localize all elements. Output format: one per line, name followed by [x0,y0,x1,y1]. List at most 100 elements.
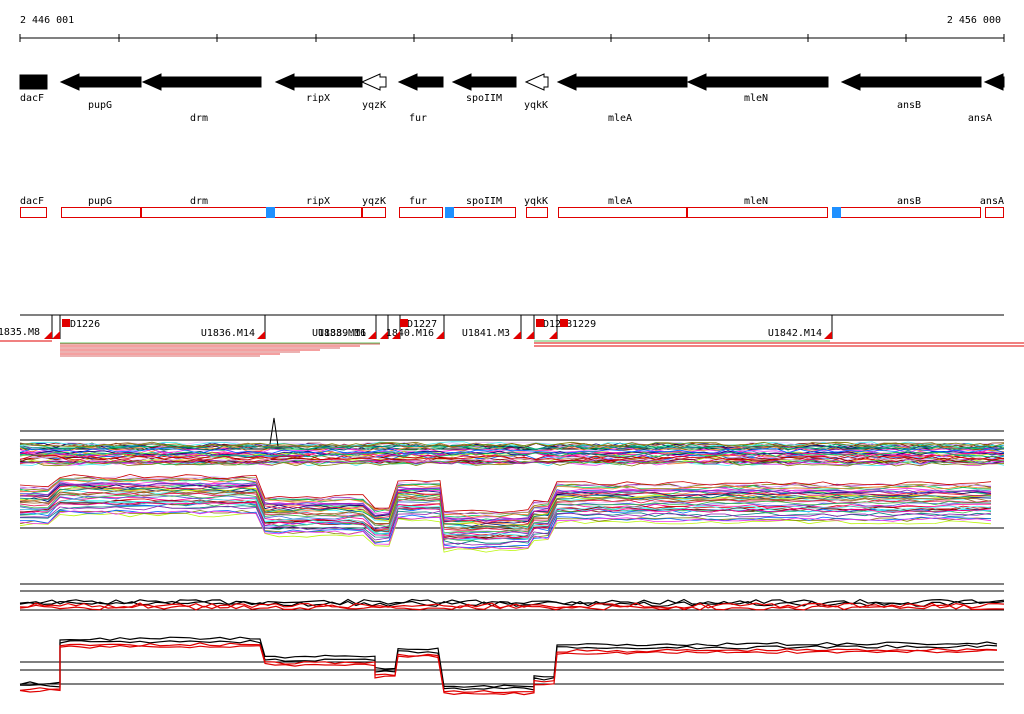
operon-label: ansA [980,196,1004,207]
segment-block [400,319,408,327]
segment-block [560,319,568,327]
segment-label: U1836.M14 [201,328,255,339]
operon-box [20,207,47,218]
gene-dacF[interactable]: dacF [19,74,48,104]
operon-box [840,207,981,218]
expression-line [19,448,1005,454]
segment-marker[interactable]: U1838.M16 [312,315,377,339]
segment-marker[interactable]: U1841.M3 [462,315,522,339]
gene-mleN[interactable]: mleN [686,73,829,104]
coordinate-start-label: 2 446 001 [20,15,74,26]
expression-line [19,501,992,540]
operon-mleA[interactable]: mleA [558,196,687,218]
gene-arrow [19,74,48,90]
gene-arrow [840,73,982,91]
operon-pupG[interactable]: pupG [61,196,141,218]
gene-drm[interactable]: drm [141,73,262,124]
gene-mleA[interactable]: mleA [556,73,688,124]
operon-yqkK[interactable]: yqkK [524,196,548,218]
coordinate-end-label: 2 456 000 [947,15,1001,26]
operon-label: yqkK [524,196,548,207]
expression-line [19,451,1005,458]
operon-ripX[interactable]: ripX [274,196,362,218]
gene-arrow [451,73,517,91]
segment-marker[interactable]: D12 [526,315,561,339]
segment-block [536,319,544,327]
segment-label: B1229 [566,319,596,330]
gene-label: spoIIM [466,93,502,104]
operon-label: mleN [744,196,768,207]
operon-ansB[interactable]: ansB [840,196,981,218]
operon-box [274,207,362,218]
segment-marker[interactable]: 1835.M8 [0,315,53,339]
operon-box [526,207,548,218]
segment-label: U1839.M1 [318,328,366,339]
operon-box [687,207,828,218]
segment-marker[interactable]: D1226 [52,315,100,339]
expression-lines [19,417,1005,553]
summary-line-upper [19,604,1005,611]
expression-line [19,505,992,546]
ruler-ticks [19,34,1005,42]
expression-line [19,492,992,532]
operon-mleN[interactable]: mleN [687,196,828,218]
expression-line [19,498,992,537]
expression-line [19,478,992,518]
expression-line [19,443,1005,450]
gene-spoIIM[interactable]: spoIIM [451,73,517,104]
segment-flag [513,331,521,339]
segment-flag [549,331,557,339]
operon-fur[interactable]: fur [399,196,443,218]
segment-flag [52,331,60,339]
segment-label: D1226 [70,319,100,330]
operon-dacF[interactable]: dacF [20,196,47,218]
operon-label: yqzK [362,196,386,207]
segment-label: U1841.M3 [462,328,510,339]
segment-label: U1842.M14 [768,328,822,339]
segment-label: 1840.M16 [386,328,434,339]
expression-line [19,451,1005,458]
gene-pupG[interactable]: pupG [59,73,142,111]
segment-marker[interactable]: 1840.M16 [386,315,445,339]
segment-marker[interactable]: U1839.M1 [318,315,389,339]
expression-line [19,441,1005,448]
gene-ripX[interactable]: ripX [274,73,363,104]
gene-yqkK[interactable]: yqkK [524,73,549,111]
operon-spoIIM[interactable]: spoIIM [453,196,516,218]
operon-box [558,207,687,218]
operon-drm[interactable]: drm [141,196,268,218]
gene-arrow [556,73,688,91]
promoter-marker [266,207,275,218]
gene-arrow [360,73,387,91]
operon-label: mleA [608,196,632,207]
segment-marker[interactable]: U1836.M14 [201,315,266,339]
operon-yqzK[interactable]: yqzK [362,196,386,218]
operon-ansA[interactable]: ansA [980,196,1004,218]
gene-label: pupG [88,100,112,111]
gene-ansA[interactable]: ansA [968,73,1005,124]
segment-marker[interactable]: U1842.M14 [768,315,833,339]
segment-flag [368,331,376,339]
gene-arrow [59,73,142,91]
expression-line [19,510,992,550]
operon-track: dacF pupG drm ripX yqzK fur spoIIM yqkK mleA mleN… [20,196,1004,218]
segment-marker[interactable]: B1229 [549,315,596,339]
expression-line [19,501,992,541]
segment-flag [526,331,534,339]
operon-label: ripX [306,196,330,207]
expression-line [19,478,992,518]
operon-box [362,207,386,218]
gene-label: ansA [968,113,992,124]
gene-arrow [983,73,1005,91]
summary-line-lower [19,636,998,688]
operon-box [985,207,1004,218]
gene-track: dacF pupG drm ripX yqzK fur spoIIM yqkK mleA mleN… [19,73,1005,124]
segment-flag [436,331,444,339]
operon-box [453,207,516,218]
expression-profile-panel [19,417,1005,553]
segment-flag [380,331,388,339]
gene-ansB[interactable]: ansB [840,73,982,111]
gene-fur[interactable]: fur [397,73,444,124]
operon-label: drm [190,196,208,207]
gene-yqzK[interactable]: yqzK [360,73,387,111]
